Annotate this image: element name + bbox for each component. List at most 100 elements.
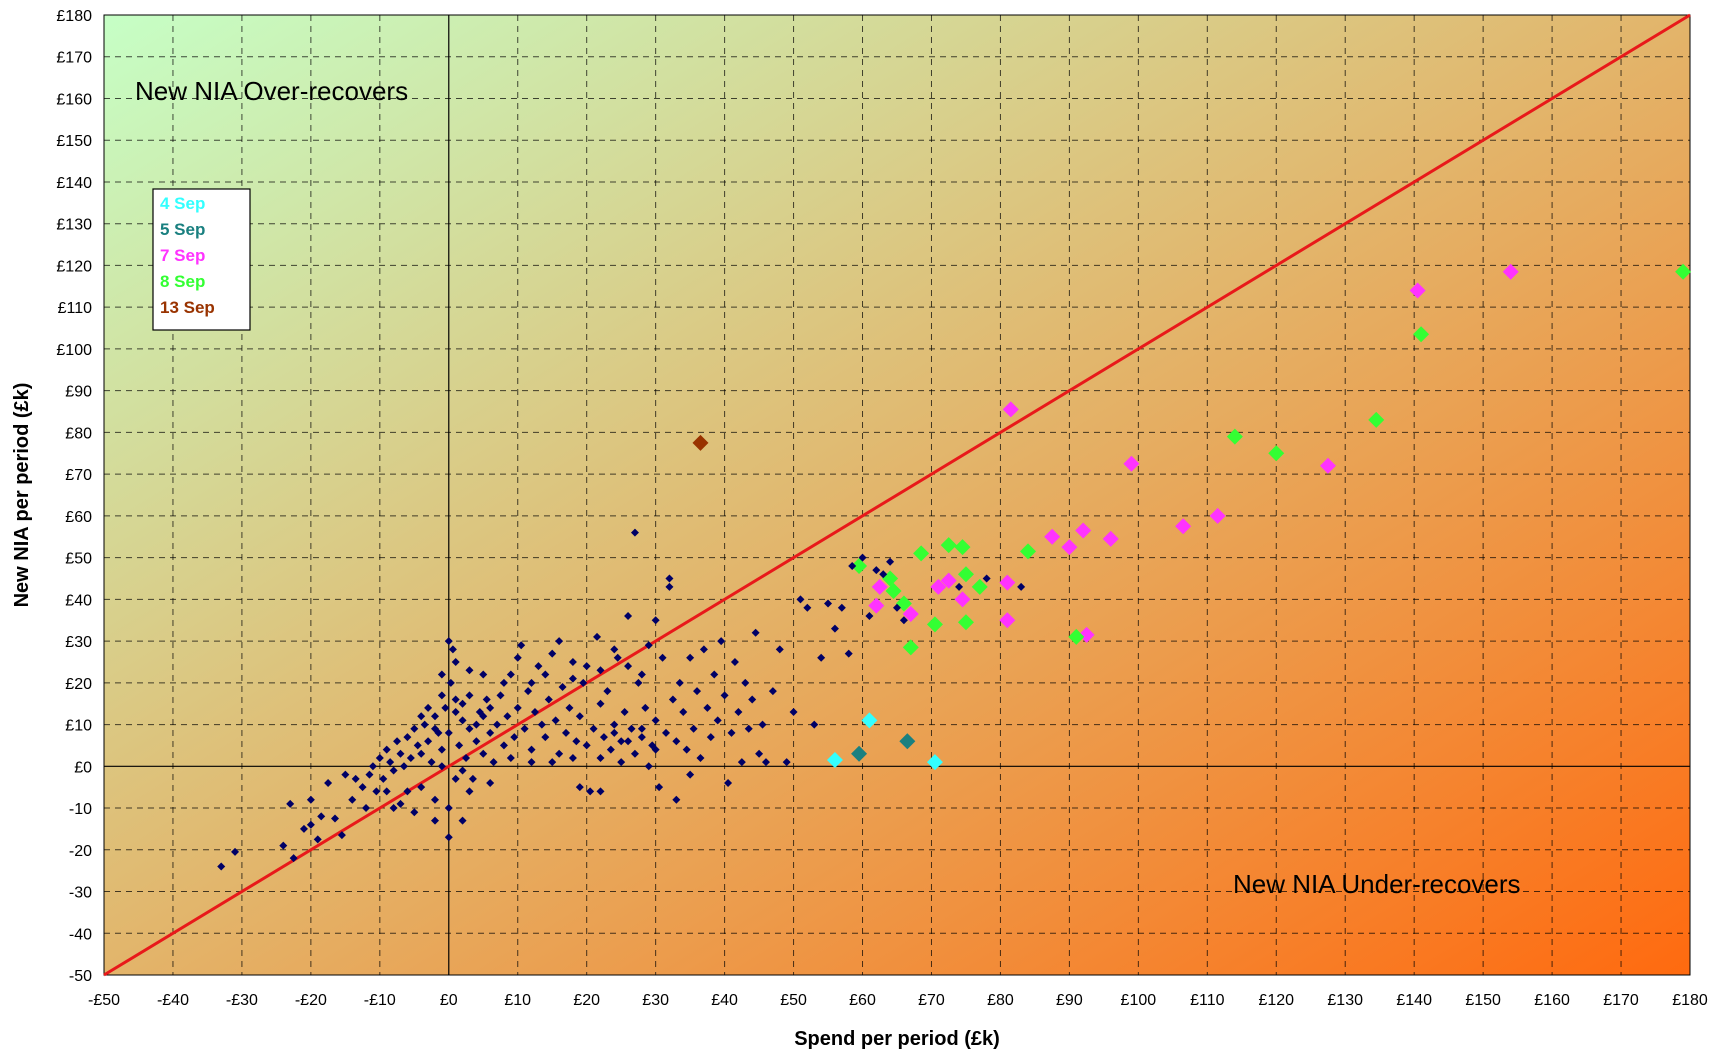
- data-point: [655, 783, 664, 792]
- data-point: [768, 687, 777, 696]
- data-point: [596, 753, 605, 762]
- data-point: [696, 753, 705, 762]
- data-point: [430, 795, 439, 804]
- data-point-7-sep: [1123, 455, 1140, 472]
- x-tick-label: £60: [849, 992, 876, 1009]
- x-tick-label: £40: [711, 992, 738, 1009]
- data-point: [479, 749, 488, 758]
- data-point: [844, 649, 853, 658]
- data-point-8-sep: [926, 616, 943, 633]
- data-point: [751, 628, 760, 637]
- data-point: [558, 683, 567, 691]
- data-point-7-sep: [1319, 457, 1336, 474]
- data-point: [720, 691, 729, 700]
- x-tick-label: £20: [573, 992, 600, 1009]
- x-tick-label: -£20: [295, 992, 327, 1009]
- data-point: [389, 766, 398, 775]
- data-point: [341, 770, 350, 779]
- data-point: [486, 779, 495, 787]
- data-point: [617, 737, 626, 746]
- data-point: [486, 728, 495, 737]
- data-point: [458, 716, 467, 725]
- data-point: [413, 741, 422, 750]
- data-point: [534, 662, 543, 671]
- data-point: [217, 862, 226, 871]
- data-point: [672, 737, 681, 746]
- data-point-8-sep: [902, 639, 919, 656]
- x-tick-label: £10: [504, 992, 531, 1009]
- data-point: [465, 724, 474, 733]
- data-point: [675, 678, 684, 687]
- y-tick-label: £60: [65, 509, 92, 526]
- data-point: [589, 724, 598, 733]
- data-point: [324, 779, 333, 787]
- data-point: [679, 708, 688, 717]
- x-tick-label: £110: [1190, 992, 1225, 1009]
- data-point: [430, 816, 439, 825]
- data-point: [596, 787, 605, 796]
- data-point: [624, 737, 633, 746]
- data-point: [520, 724, 529, 733]
- data-point: [472, 737, 481, 746]
- data-point: [693, 687, 702, 696]
- data-point: [627, 724, 636, 733]
- data-point: [448, 645, 457, 654]
- data-point: [727, 728, 736, 737]
- data-point: [641, 703, 650, 712]
- data-point: [596, 699, 605, 708]
- data-point-8-sep: [954, 539, 971, 556]
- data-point: [451, 657, 460, 666]
- data-point: [803, 603, 812, 612]
- data-point: [396, 749, 405, 758]
- data-point: [499, 741, 508, 750]
- data-point: [620, 708, 629, 717]
- data-point: [761, 758, 770, 767]
- data-point: [479, 670, 488, 679]
- y-tick-label: £70: [65, 467, 92, 484]
- y-tick-label: £140: [56, 175, 92, 192]
- x-tick-label: £140: [1396, 992, 1432, 1009]
- data-point-8-sep: [1675, 263, 1692, 280]
- data-point: [555, 749, 564, 758]
- data-point: [417, 783, 426, 792]
- y-tick-label: £90: [65, 384, 92, 401]
- data-point-8-sep: [957, 566, 974, 583]
- data-point: [734, 708, 743, 717]
- data-point: [417, 712, 426, 721]
- data-point: [524, 687, 533, 696]
- y-tick-label: -10: [69, 801, 92, 818]
- data-point-8-sep: [1068, 628, 1085, 645]
- data-point: [686, 653, 695, 662]
- data-point: [465, 787, 474, 796]
- data-point: [644, 641, 653, 650]
- data-point: [506, 670, 515, 679]
- data-point: [231, 847, 240, 856]
- data-point: [313, 835, 322, 844]
- data-point: [872, 566, 881, 575]
- data-point: [430, 724, 439, 733]
- data-point-7-sep: [1044, 528, 1061, 545]
- data-point: [403, 733, 412, 742]
- data-point: [665, 582, 674, 591]
- x-tick-labels: -£50 -£40 -£30 -£20 -£10 £0 £10 £20 £30 £40 £50 £60…: [88, 992, 1708, 1009]
- data-point: [744, 724, 753, 733]
- data-point: [489, 758, 498, 767]
- data-point: [496, 691, 505, 700]
- y-tick-label: £0: [74, 759, 92, 776]
- data-point: [444, 728, 453, 737]
- data-point: [575, 712, 584, 721]
- data-point: [572, 737, 581, 746]
- x-tick-label: £100: [1121, 992, 1157, 1009]
- data-point: [541, 733, 550, 742]
- data-point: [817, 653, 826, 662]
- legend: 4 Sep 5 Sep 7 Sep 8 Sep 13 Sep: [152, 188, 251, 331]
- data-point: [368, 762, 377, 771]
- legend-item-4-sep: 4 Sep: [160, 194, 205, 213]
- data-point: [672, 795, 681, 804]
- y-axis-title: New NIA per period (£k): [11, 383, 33, 608]
- data-point: [575, 783, 584, 792]
- data-point: [699, 645, 708, 654]
- data-point: [899, 616, 908, 625]
- data-point: [427, 758, 436, 767]
